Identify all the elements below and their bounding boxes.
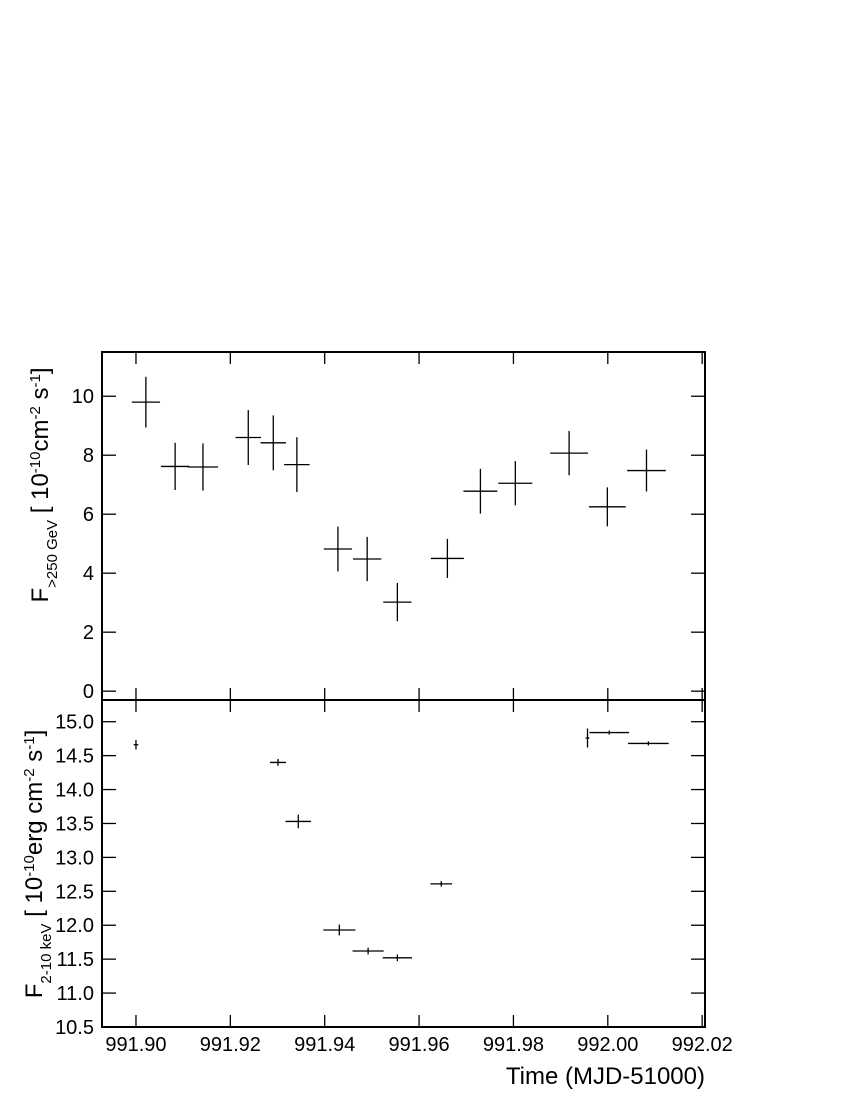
y-tick-label: 14.0 [55,780,94,802]
y-tick-label: 11.0 [57,983,94,1005]
y-tick-label: 2 [83,622,94,644]
x-axis-label: Time (MJD-51000) [506,1063,705,1090]
y-axis-label-part: F [21,984,48,999]
y-axis-label-part: 2-10 keV [38,924,55,984]
x-tick-label: 992.02 [672,1034,733,1056]
x-tick-label: 991.92 [200,1034,261,1056]
bottom-frame [101,699,706,1028]
y-axis-label-part: s [27,387,54,406]
y-axis-label: F2-10 keV [ 10-10erg cm-2 s-1] [21,730,55,999]
y-axis-label: F>250 GeV [ 10-10cm-2 s-1] [27,367,61,602]
y-axis-label-part: >250 GeV [44,520,61,588]
y-axis-label-part: ] [27,367,54,374]
top-frame [101,351,706,701]
y-tick-label: 15.0 [55,712,94,734]
y-axis-label-part: cm [27,420,54,452]
y-tick-label: 13.0 [55,847,94,869]
y-axis-label-part: -2 [21,768,38,781]
y-tick-label: 12.5 [55,881,94,903]
y-tick-label: 11.5 [57,949,94,971]
y-axis-label-part: s [21,750,48,769]
y-tick-label: 6 [83,504,94,526]
x-tick-label: 991.90 [105,1034,166,1056]
y-tick-label: 4 [83,563,94,585]
y-axis-label-part: -10 [21,855,38,877]
x-tick-label: 991.98 [483,1034,544,1056]
y-axis-label-part: F [27,588,54,603]
y-axis-label-part: -1 [21,736,38,749]
y-tick-label: 12.0 [55,915,94,937]
x-tick-label: 991.96 [388,1034,449,1056]
y-tick-label: 10 [72,386,94,408]
x-tick-label: 992.00 [577,1034,638,1056]
y-tick-label: 8 [83,445,94,467]
y-tick-label: 14.5 [55,746,94,768]
y-tick-label: 10.5 [55,1017,94,1039]
y-axis-label-part: -2 [27,406,44,419]
y-axis-label-part: erg cm [21,782,48,855]
x-tick-label: 991.94 [294,1034,355,1056]
y-axis-label-part: -1 [27,374,44,387]
y-axis-label-part: [ 10 [21,877,48,924]
y-axis-label-part: ] [21,730,48,737]
y-tick-label: 13.5 [55,813,94,835]
y-tick-label: 0 [83,681,94,703]
y-axis-label-part: [ 10 [27,473,54,520]
y-axis-label-part: -10 [27,452,44,474]
